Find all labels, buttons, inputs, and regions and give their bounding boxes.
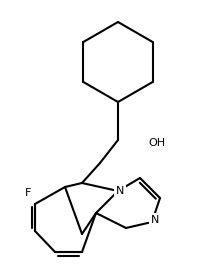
Text: N: N: [151, 215, 159, 225]
Text: N: N: [116, 186, 124, 196]
Text: OH: OH: [148, 138, 165, 148]
Text: F: F: [25, 188, 31, 198]
